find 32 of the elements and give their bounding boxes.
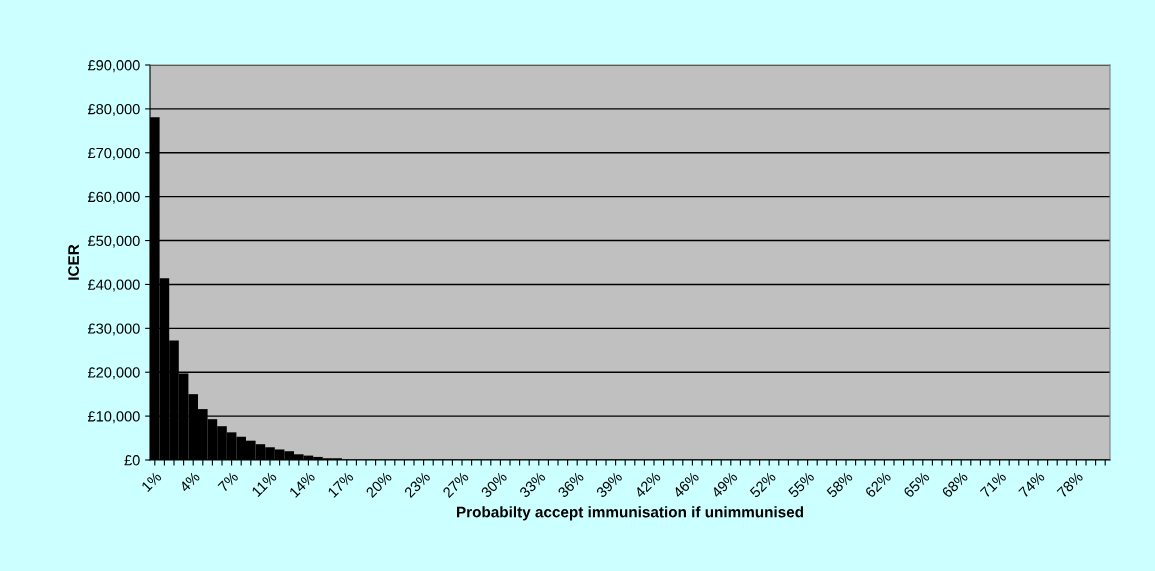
- y-tick-label: £20,000: [87, 367, 140, 380]
- y-tick-label: £40,000: [87, 279, 140, 292]
- x-axis-title: Probabilty accept immunisation if unimmunised: [457, 506, 804, 521]
- x-tick-label: 68%: [941, 471, 969, 499]
- y-axis-title: ICER: [68, 244, 79, 280]
- x-tick-label: 52%: [749, 471, 777, 499]
- x-tick-label: 30%: [480, 471, 508, 499]
- x-tick-label: 7%: [217, 471, 239, 493]
- x-tick-label: 33%: [518, 471, 547, 499]
- x-tick-label: 39%: [595, 471, 623, 499]
- y-tick-label: £10,000: [87, 411, 140, 424]
- x-tick-label: 55%: [787, 471, 815, 499]
- x-tick-label: 58%: [826, 471, 854, 499]
- x-tick-label: 49%: [710, 471, 739, 499]
- x-tick-label: 65%: [902, 471, 931, 499]
- x-tick-label: 74%: [1018, 471, 1046, 499]
- x-tick-label: 11%: [251, 471, 278, 498]
- y-tick-label: £80,000: [87, 103, 140, 117]
- y-tick-label: £90,000: [87, 60, 140, 73]
- y-tick-label: £70,000: [87, 147, 140, 160]
- x-tick-label: 62%: [864, 471, 892, 499]
- x-tick-label: 1%: [141, 471, 162, 493]
- x-tick-label: 36%: [557, 471, 585, 499]
- y-tick-label: £60,000: [87, 191, 140, 204]
- y-tick-label: £50,000: [87, 235, 140, 248]
- x-tick-label: 4%: [178, 471, 201, 493]
- y-tick-label: £30,000: [87, 323, 140, 336]
- x-tick-label: 46%: [672, 471, 700, 499]
- x-tick-label: 71%: [979, 471, 1007, 499]
- x-tick-label: 42%: [633, 471, 662, 499]
- y-tick-label: £0: [124, 455, 140, 466]
- x-tick-label: 78%: [1056, 471, 1084, 499]
